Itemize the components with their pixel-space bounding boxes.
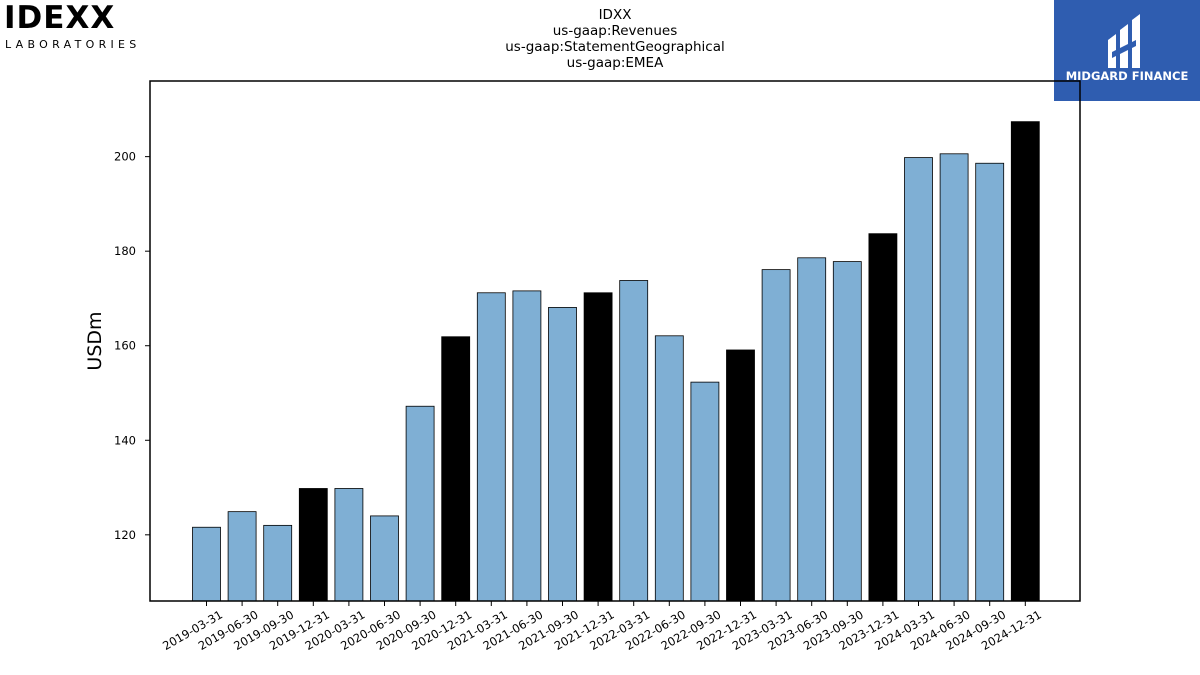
bar-2023-09-30 <box>832 261 862 602</box>
idexx-logo: IDEXX LABORATORIES <box>4 0 154 51</box>
chart-title-line: us-gaap:EMEA <box>566 55 664 71</box>
bar-2019-12-31 <box>298 488 328 602</box>
y-tick-label: 160 <box>114 339 136 353</box>
plot-frame <box>149 80 1081 602</box>
bar-2020-09-30 <box>405 405 435 602</box>
bar-2023-12-31 <box>868 233 898 602</box>
chart-title: IDXX us-gaap:Revenues us-gaap:StatementG… <box>415 7 815 71</box>
bar-2022-09-30 <box>690 381 720 602</box>
idexx-logo-word: IDEXX <box>4 0 116 36</box>
chart-title-line: IDXX <box>598 7 632 23</box>
bar-2024-03-31 <box>904 157 933 602</box>
bars-layer <box>192 121 1040 602</box>
bar-2021-12-31 <box>583 292 613 602</box>
bar-2023-03-31 <box>761 269 791 602</box>
bar-2020-03-31 <box>334 488 364 602</box>
bar-2019-09-30 <box>263 524 293 602</box>
y-tick-label: 200 <box>114 150 136 164</box>
y-tick-label: 140 <box>114 433 136 447</box>
bar-2021-03-31 <box>476 292 506 602</box>
chart-title-line: us-gaap:StatementGeographical <box>505 39 725 55</box>
bar-2021-09-30 <box>548 307 577 602</box>
y-tick-label: 180 <box>114 244 136 258</box>
bar-2023-06-30 <box>797 257 827 602</box>
bar-2024-09-30 <box>975 162 1005 602</box>
bar-2022-03-31 <box>619 280 649 602</box>
bar-2024-12-31 <box>1010 121 1040 602</box>
midgard-finance-brand: MIDGARD FINANCE <box>1065 69 1189 83</box>
y-tick-label: 120 <box>114 528 136 542</box>
bar-2020-12-31 <box>441 336 471 602</box>
bar-2022-06-30 <box>654 335 684 602</box>
bar-2024-06-30 <box>939 153 969 602</box>
bar-2020-06-30 <box>370 515 399 602</box>
midgard-finance-logo: MIDGARD FINANCE <box>1054 0 1200 101</box>
bar-2021-06-30 <box>512 290 542 602</box>
y-axis-title: USDm <box>84 311 106 370</box>
bar-2019-06-30 <box>227 511 257 602</box>
midgard-mark-icon <box>1108 14 1140 68</box>
bar-2022-12-31 <box>726 349 755 602</box>
chart-title-line: us-gaap:Revenues <box>552 23 678 39</box>
idexx-logo-sub: LABORATORIES <box>5 38 141 51</box>
bar-2019-03-31 <box>192 526 221 602</box>
